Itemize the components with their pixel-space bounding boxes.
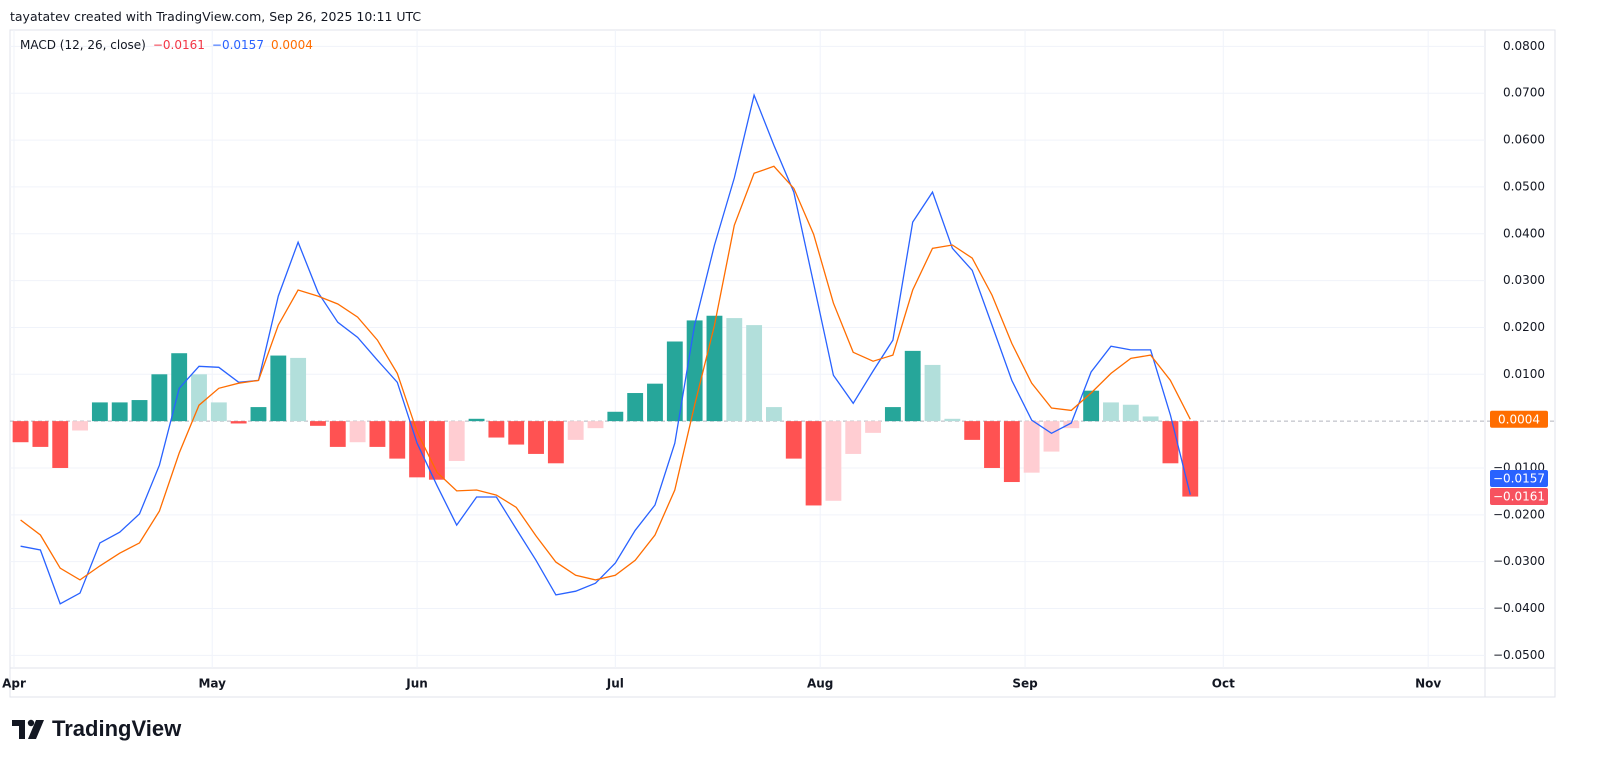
x-tick-label: Apr (2, 677, 26, 691)
histogram-bar (111, 402, 128, 422)
histogram-bar (785, 421, 802, 459)
histogram-bar (32, 421, 49, 447)
histogram-bar (448, 421, 465, 461)
histogram-bar (191, 374, 207, 422)
y-tick-label: −0.0400 (1493, 601, 1545, 615)
histogram-bar (1003, 421, 1020, 483)
y-tick-label: 0.0500 (1503, 179, 1545, 193)
chart: Apr May Jun Jul Aug Sep Oct Nov 0.0800 0.0700 0.06… (2, 29, 1556, 698)
histogram-bar (904, 350, 921, 422)
logo-shape (12, 720, 25, 739)
last-value-label: 0.0004 (1498, 412, 1540, 426)
brand: TradingView (52, 716, 182, 741)
chart-frame (9, 29, 1556, 698)
histogram-bar (706, 315, 723, 422)
attribution: tayatatev created with TradingView.com, … (10, 9, 422, 24)
histogram-bar (666, 341, 683, 422)
histogram-bar (369, 421, 386, 447)
histogram-bar (1023, 421, 1040, 473)
histogram-bar (924, 364, 941, 422)
last-value-tag (1490, 488, 1548, 506)
histogram-bar (290, 357, 307, 422)
histogram-bar (825, 421, 842, 501)
histogram-bar (151, 374, 168, 422)
last-value-tag (1490, 470, 1548, 488)
x-tick-label: May (198, 677, 226, 691)
histogram-bar (884, 407, 901, 422)
last-value-label: −0.0161 (1493, 490, 1545, 504)
y-tick-label: 0.0600 (1503, 133, 1545, 147)
histogram-bar (210, 402, 227, 422)
histogram-bar (1162, 421, 1179, 464)
histogram-bar (766, 407, 782, 422)
histogram-bar (250, 407, 267, 422)
x-tick-label: Sep (1012, 677, 1038, 691)
histogram-bar (468, 418, 485, 422)
legend: MACD (12, 26, close) −0.0161 −0.0157 0.000… (20, 38, 313, 52)
histogram-bar (131, 400, 148, 422)
histogram-bar (488, 421, 505, 438)
histogram-bar (944, 418, 961, 422)
y-tick-label: 0.0200 (1503, 320, 1545, 334)
histogram-bar (726, 318, 743, 422)
y-tick-label: −0.0300 (1493, 554, 1545, 568)
histogram-bar (1043, 421, 1060, 452)
y-tick-label: −0.0500 (1493, 648, 1545, 662)
histogram-bar (1083, 390, 1100, 422)
histogram-bar (984, 421, 1000, 468)
histogram-bar (52, 421, 69, 468)
line-series (20, 92, 1191, 605)
histogram-bar (1182, 421, 1199, 497)
histogram-bar (627, 393, 644, 422)
histogram-bar (508, 421, 525, 445)
histogram-bar (349, 421, 366, 443)
histogram-bar (845, 421, 862, 454)
histogram-bar (12, 421, 29, 443)
histogram-bar (746, 325, 763, 422)
histogram-bar (805, 421, 822, 506)
histogram-bar (587, 421, 604, 429)
histogram-bar (1103, 402, 1119, 422)
histogram-bar (865, 421, 881, 433)
y-tick-label: 0.0700 (1503, 86, 1545, 100)
indicator-title: MACD (12, 26, close) (20, 38, 146, 52)
line-series (20, 165, 1191, 581)
y-tick-label: 0.0100 (1503, 367, 1545, 381)
histogram-bar (329, 421, 346, 447)
logo-shape (28, 720, 44, 739)
histogram-bar (567, 421, 584, 440)
histogram-bar (270, 355, 287, 422)
brand-logo (12, 719, 44, 739)
histogram-bar (528, 421, 544, 454)
histogram-bar (389, 421, 406, 459)
histogram-bar (310, 421, 326, 426)
y-tick-label: 0.0400 (1503, 226, 1545, 240)
histogram-bar (230, 421, 247, 424)
histogram-bar (1122, 404, 1139, 422)
x-tick-label: Jul (606, 677, 624, 691)
legend-value: −0.0157 (211, 38, 264, 52)
y-tick-label: 0.0300 (1503, 273, 1545, 287)
x-tick-label: Aug (807, 677, 833, 691)
x-tick-label: Jun (405, 677, 428, 691)
histogram-bar (647, 383, 663, 422)
histogram-bar (607, 411, 624, 422)
histogram-bar (547, 421, 564, 464)
histogram-bar (91, 402, 108, 422)
logo-dot (27, 719, 35, 727)
histogram-bar (72, 421, 88, 431)
histogram-bar (1142, 416, 1159, 422)
histogram-bar (1063, 421, 1080, 429)
legend-value: 0.0004 (270, 38, 313, 52)
y-tick-label: −0.0200 (1493, 507, 1545, 521)
x-tick-label: Oct (1212, 677, 1235, 691)
histogram-bar (964, 421, 981, 440)
last-value-label: −0.0157 (1493, 472, 1545, 486)
histogram-bar (409, 421, 426, 478)
y-tick-label: 0.0800 (1503, 39, 1545, 53)
x-tick-label: Nov (1415, 677, 1441, 691)
last-value-tag (1490, 410, 1548, 428)
legend-value: −0.0161 (152, 38, 205, 52)
